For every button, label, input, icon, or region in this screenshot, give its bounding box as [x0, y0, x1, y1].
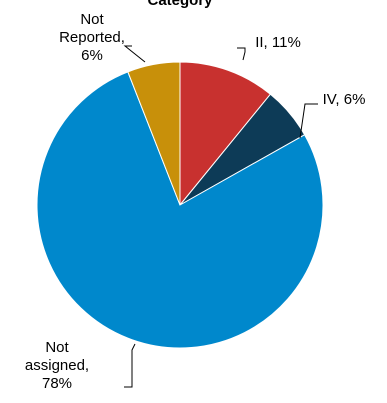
slice-label-iv: IV, 6%	[323, 91, 366, 108]
leader-line-iv	[299, 103, 318, 139]
pie-slices	[36, 61, 324, 349]
slice-label-line: Reported,	[59, 29, 125, 46]
slice-label-line: 6%	[81, 47, 103, 64]
leader-line-ii	[237, 47, 246, 61]
slice-labels: II, 11%IV, 6%Not assigned, 78%Not Reported,…	[25, 11, 366, 392]
pie-slice-not-reported	[127, 61, 181, 206]
leader-line-not-assigned	[124, 343, 136, 388]
slice-label-line: 78%	[42, 375, 72, 392]
chart-title: Category	[147, 0, 213, 9]
slice-label-not-assigned: Not assigned, 78%	[25, 339, 89, 392]
leader-line-not-reported	[123, 45, 146, 63]
pie-slice-ii	[179, 61, 272, 207]
slice-label-line: II, 11%	[255, 34, 301, 51]
slice-label-line: Not	[80, 11, 104, 28]
slice-label-line: IV, 6%	[323, 91, 366, 108]
slice-label-line: Not	[45, 339, 69, 356]
leader-lines	[123, 45, 318, 388]
slice-label-line: assigned,	[25, 357, 89, 374]
slice-label-not-reported: Not Reported, 6%	[59, 11, 125, 64]
pie-slice-not-assigned	[36, 71, 324, 349]
slice-label-ii: II, 11%	[255, 34, 301, 51]
